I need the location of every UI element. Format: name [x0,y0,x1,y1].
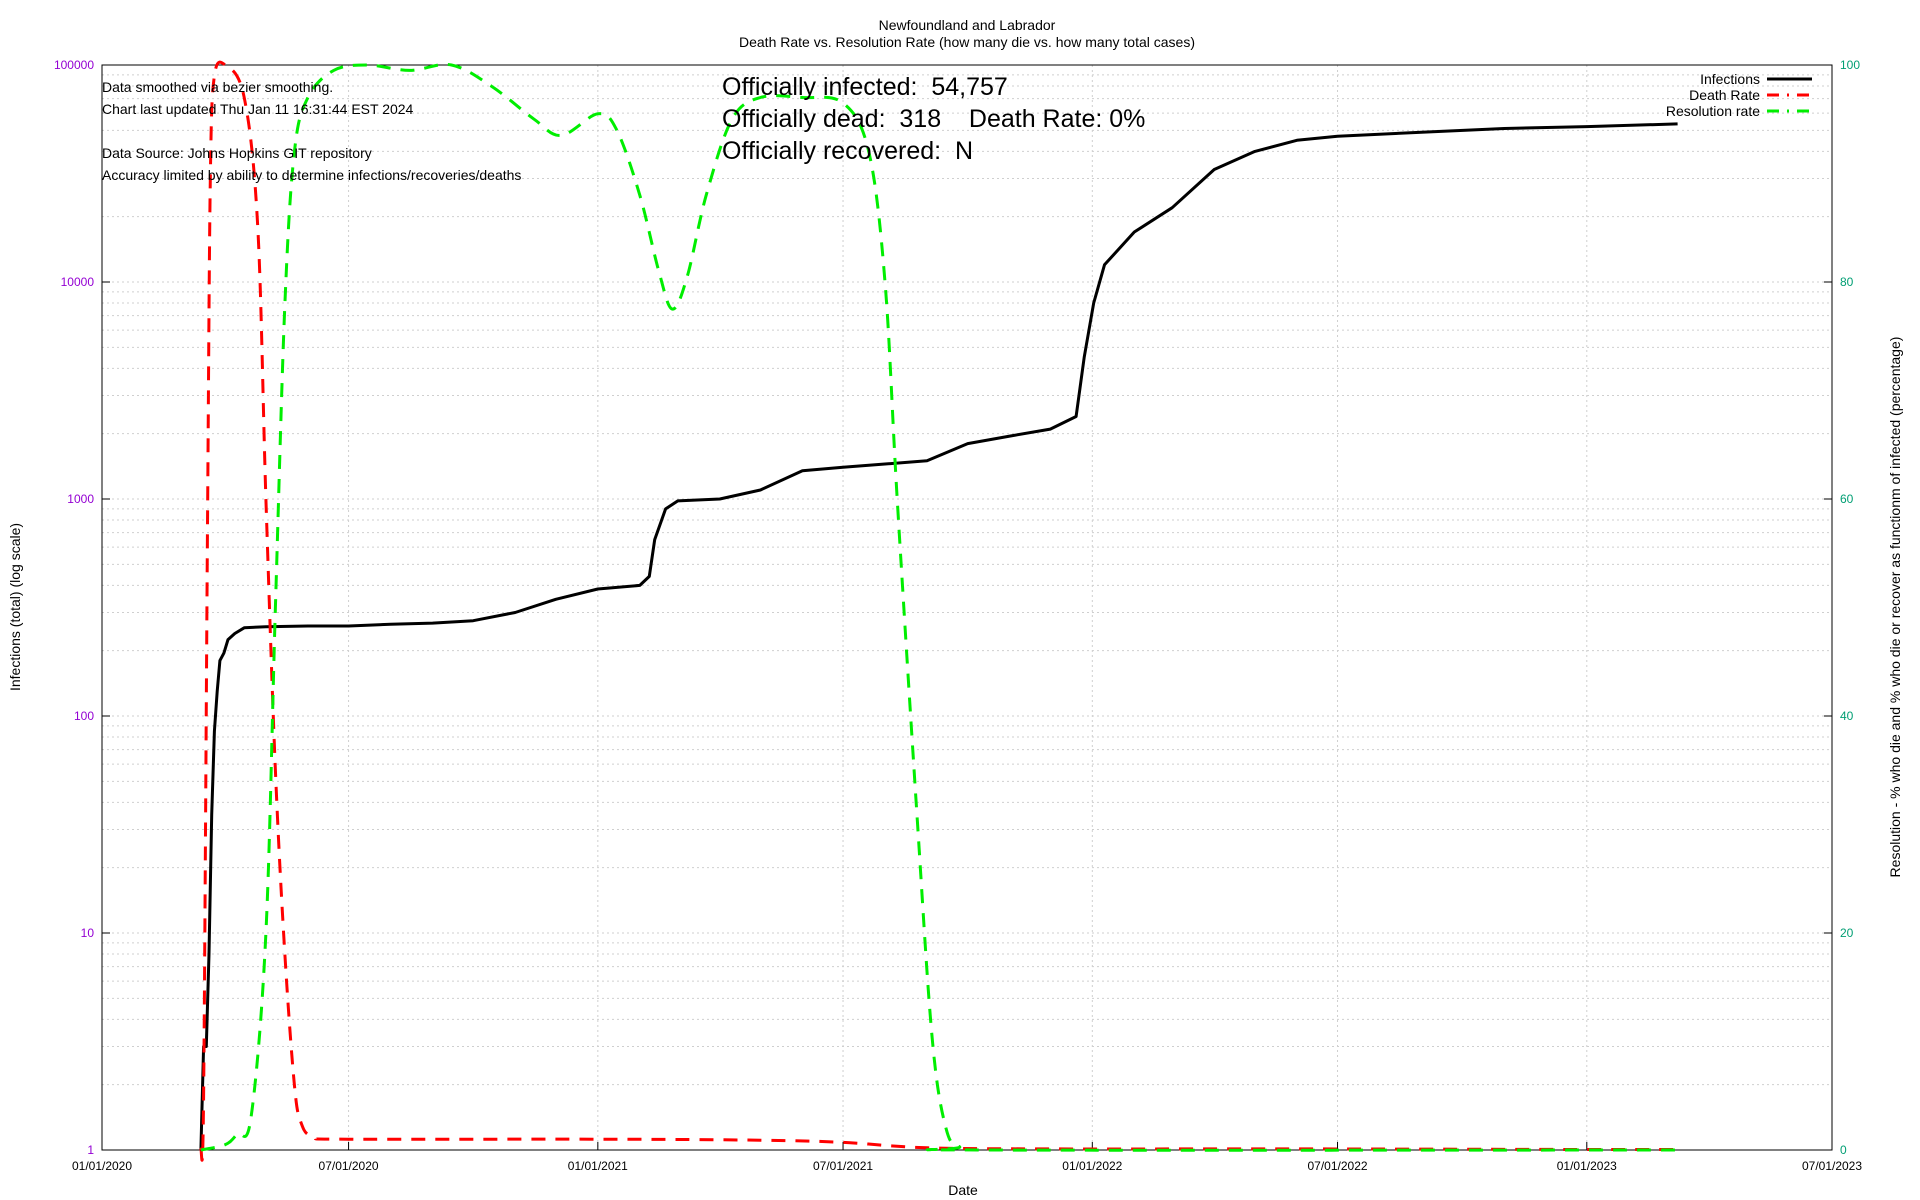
axis-ticks: 1 10 100 1000 10000 100000 0 20 40 60 80 100 01/01/2… [54,58,1862,1173]
annotation-accuracy: Accuracy limited by ability to determine… [102,167,521,183]
y-right-tick-label: 40 [1840,709,1854,723]
x-tick-label: 07/01/2023 [1802,1159,1862,1173]
x-tick-label: 01/01/2021 [568,1159,628,1173]
x-tick-label: 01/01/2023 [1557,1159,1617,1173]
plot-frame [101,64,1833,1151]
annotation-block: Data smoothed via bezier smoothing. Char… [102,79,521,183]
x-tick-label: 07/01/2022 [1307,1159,1367,1173]
x-axis-label: Date [948,1182,978,1198]
y-left-tick-label: 100 [74,709,94,723]
stats-block: Officially infected: 54,757 Officially d… [722,73,1145,165]
y-right-tick-label: 0 [1840,1143,1847,1157]
stat-recovered: Officially recovered: N [722,137,973,165]
legend: Infections Death Rate Resolution rate [1666,71,1812,119]
x-tick-label: 07/01/2021 [813,1159,873,1173]
y-right-tick-label: 60 [1840,492,1854,506]
grid-lines [101,64,1833,1151]
y-left-tick-label: 10000 [61,275,95,289]
stat-infected: Officially infected: 54,757 [722,73,1008,101]
annotation-updated: Chart last updated Thu Jan 11 16:31:44 E… [102,101,414,117]
chart-subtitle: Death Rate vs. Resolution Rate (how many… [739,34,1195,50]
series-line-death-rate [199,60,1678,1162]
legend-label-death-rate: Death Rate [1689,87,1760,103]
legend-label-resolution-rate: Resolution rate [1666,103,1760,119]
chart-title: Newfoundland and Labrador [879,17,1056,33]
x-tick-label: 01/01/2022 [1062,1159,1122,1173]
x-tick-label: 07/01/2020 [319,1159,379,1173]
x-tick-label: 01/01/2020 [72,1159,132,1173]
series-layer [199,60,1678,1162]
y-right-tick-label: 100 [1840,58,1860,72]
y-left-tick-label: 1000 [67,492,94,506]
y-right-axis-label: Resolution - % who die and % who die or … [1887,337,1903,878]
legend-label-infections: Infections [1700,71,1760,87]
series-line-infections [199,122,1678,1151]
y-left-tick-label: 100000 [54,58,94,72]
annotation-smoothing: Data smoothed via bezier smoothing. [102,79,333,95]
annotation-source: Data Source: Johns Hopkins GIT repositor… [102,145,372,161]
y-left-tick-label: 10 [81,926,95,940]
stat-dead: Officially dead: 318 Death Rate: 0% [722,105,1145,133]
y-right-tick-label: 80 [1840,275,1854,289]
series-line-resolution-rate [200,62,1678,1152]
y-left-tick-label: 1 [87,1143,94,1157]
y-left-axis-label: Infections (total) (log scale) [7,523,23,691]
y-right-tick-label: 20 [1840,926,1854,940]
